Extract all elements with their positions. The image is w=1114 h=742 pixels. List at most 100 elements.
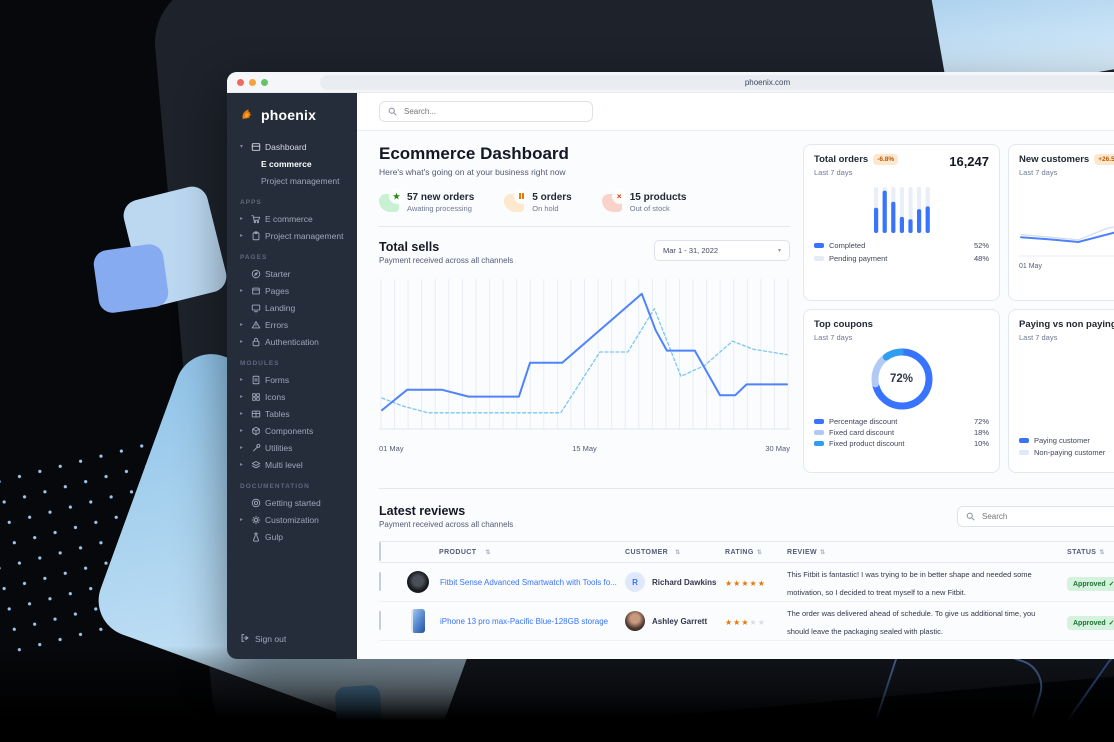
row-checkbox[interactable]	[379, 611, 381, 630]
sidebar-item-sign-out[interactable]: Sign out	[240, 633, 286, 645]
minimize-button[interactable]	[249, 79, 256, 86]
caret-right-icon: ▸	[240, 322, 244, 328]
search-icon	[966, 512, 975, 521]
latest-reviews-subtitle: Payment received across all channels	[379, 520, 514, 529]
url-bar[interactable]: phoenix.com	[320, 75, 1114, 90]
select-all-checkbox[interactable]	[379, 542, 381, 561]
close-button[interactable]	[237, 79, 244, 86]
sidebar-item-e-commerce[interactable]: E commerce	[240, 155, 349, 172]
app: phoenix ▾ Dashboard E commerce Project mana…	[227, 93, 1114, 659]
sort-icon: ⇅	[756, 549, 763, 556]
column-header-rating[interactable]: RATING ⇅	[725, 548, 763, 556]
stat-subtitle: On hold	[532, 204, 559, 213]
nav-heading-apps: APPS	[240, 199, 262, 206]
sidebar-item-landing[interactable]: Landing	[240, 299, 349, 316]
total-sells-chart	[379, 275, 790, 442]
product-thumbnail[interactable]	[405, 569, 431, 595]
row-checkbox[interactable]	[379, 572, 381, 591]
legend-pending-payment: Pending payment 48%	[814, 252, 989, 265]
gear-icon	[250, 514, 261, 525]
sort-icon: ⇅	[820, 549, 826, 556]
paying-title: Paying vs non paying	[1019, 319, 1114, 330]
caret-right-icon: ▸	[240, 394, 244, 400]
column-header-review[interactable]: REVIEW ⇅	[787, 548, 826, 556]
main-area: Ecommerce Dashboard Here's what's going …	[357, 93, 1114, 659]
sort-icon: ⇅	[485, 549, 491, 556]
top-navbar	[357, 93, 1114, 131]
rating-stars: ★★★★★	[725, 618, 766, 627]
deco-bottom-fade	[0, 646, 1114, 742]
deco-square-left	[91, 242, 171, 315]
sidebar-item-project-management[interactable]: Project management	[240, 172, 349, 189]
legend-fixed-card-discount: Fixed card discount 18%	[814, 427, 989, 438]
sidebar-item-authentication[interactable]: ▸ Authentication	[240, 333, 349, 350]
phoenix-logo-icon	[240, 107, 256, 123]
global-search[interactable]	[379, 101, 593, 122]
stat-title: 15 products	[629, 192, 687, 203]
search-icon	[388, 107, 397, 116]
x-tick: 30 May	[765, 444, 790, 453]
status-badge: Approved ✓	[1067, 577, 1114, 592]
column-header-status[interactable]: STATUS ⇅	[1067, 548, 1105, 556]
series-sells-current	[381, 292, 788, 412]
sidebar-item-label: Pages	[265, 285, 290, 296]
reviews-search-input[interactable]	[980, 511, 1114, 522]
sidebar-item-customization[interactable]: ▸ Customization	[240, 511, 349, 528]
sidebar-item-errors[interactable]: ▸ Errors	[240, 316, 349, 333]
sidebar-item-label: Tables	[265, 408, 290, 419]
sidebar-item-project-management[interactable]: ▸ Project management	[240, 227, 349, 244]
sidebar-item-components[interactable]: ▸ Components	[240, 422, 349, 439]
column-header-product[interactable]: PRODUCT ⇅	[439, 548, 491, 556]
sidebar-item-label: Icons	[265, 391, 286, 402]
sidebar-item-dashboard[interactable]: ▾ Dashboard	[240, 138, 349, 155]
layers-icon	[250, 459, 261, 470]
sidebar-item-label: Starter	[265, 268, 291, 279]
date-range-select[interactable]: Mar 1 - 31, 2022 ▾	[654, 240, 790, 261]
sidebar-item-forms[interactable]: ▸ Forms	[240, 371, 349, 388]
paying-legend: Paying customer Non-paying customer	[1019, 434, 1114, 458]
zoom-button[interactable]	[261, 79, 268, 86]
sidebar-item-icons[interactable]: ▸ Icons	[240, 388, 349, 405]
search-input[interactable]	[402, 106, 584, 117]
review-text: This Fitbit is fantastic! I was trying t…	[787, 570, 1032, 597]
stats-row: ★ 57 new orders Awating processing 5 ord…	[379, 188, 790, 227]
total-sells-title: Total sells	[379, 240, 440, 254]
caret-right-icon: ▸	[240, 233, 244, 239]
sidebar-item-starter[interactable]: Starter	[240, 265, 349, 282]
x-icon: ×	[601, 188, 627, 212]
x-tick: 15 May	[572, 444, 597, 453]
column-header-customer[interactable]: CUSTOMER ⇅	[625, 548, 681, 556]
stat-title: 5 orders	[532, 192, 572, 203]
sidebar-item-pages[interactable]: ▸ Pages	[240, 282, 349, 299]
sidebar-item-e-commerce[interactable]: ▸ E commerce	[240, 210, 349, 227]
total-sells-x-axis: 01 May 15 May 30 May	[379, 444, 790, 453]
product-link[interactable]: Fitbit Sense Advanced Smartwatch with To…	[440, 577, 617, 587]
date-range-value: Mar 1 - 31, 2022	[663, 246, 719, 255]
sidebar-item-label: E commerce	[265, 213, 313, 224]
sidebar-item-label: Customization	[265, 514, 319, 525]
product-thumbnail[interactable]	[405, 608, 431, 634]
sidebar-item-gulp[interactable]: Gulp	[240, 528, 349, 545]
traffic-lights	[237, 79, 268, 86]
browser-toolbar: phoenix.com	[227, 72, 1114, 93]
total-orders-title: Total orders	[814, 154, 869, 165]
card-paying-vs-non-paying: Paying vs non paying Last 7 days Paying …	[1008, 309, 1114, 473]
reviews-search[interactable]	[957, 506, 1114, 527]
stat-subtitle: Awating processing	[407, 204, 472, 213]
logo[interactable]: phoenix	[227, 102, 357, 128]
sidebar-item-getting-started[interactable]: Getting started	[240, 494, 349, 511]
clipboard-icon	[250, 230, 261, 241]
utilities-icon	[250, 442, 261, 453]
sidebar-item-multi-level[interactable]: ▸ Multi level	[240, 456, 349, 473]
sidebar-item-utilities[interactable]: ▸ Utilities	[240, 439, 349, 456]
x-tick: 01 May	[379, 444, 404, 453]
legend-swatch	[1019, 437, 1029, 443]
card-top-coupons: Top coupons Last 7 days 72% Percentage d…	[803, 309, 1000, 473]
table-icon	[250, 408, 261, 419]
product-link[interactable]: iPhone 13 pro max-Pacific Blue-128GB sto…	[440, 616, 609, 626]
total-orders-badge: -6.8%	[873, 154, 899, 165]
sidebar-item-tables[interactable]: ▸ Tables	[240, 405, 349, 422]
card-new-customers: New customers +26.5% Last 7 days 01 May	[1008, 144, 1114, 301]
sidebar-item-label: Getting started	[265, 497, 321, 508]
